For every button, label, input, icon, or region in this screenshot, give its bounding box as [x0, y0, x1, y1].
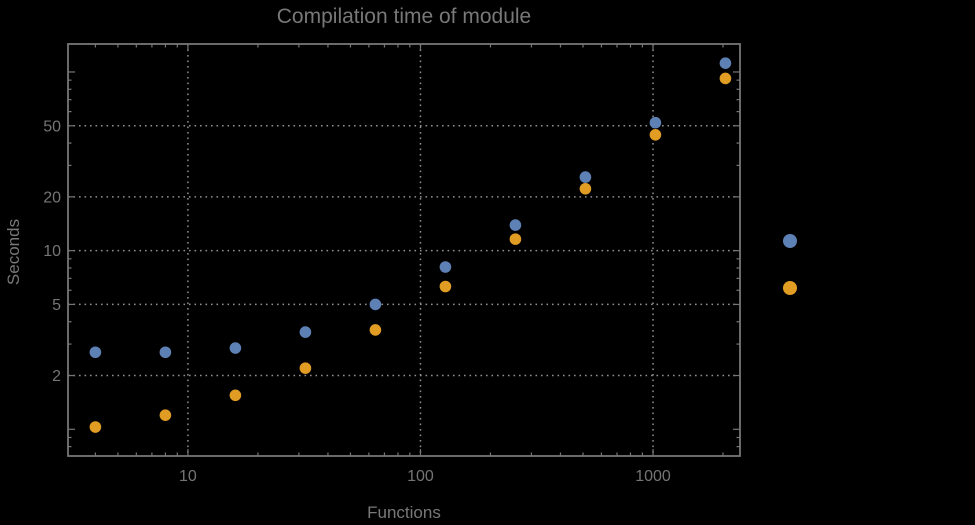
- legend-marker-legend-series-2: [783, 281, 797, 295]
- y-tick-label: 20: [43, 189, 61, 206]
- data-point-series-2-orange: [439, 280, 452, 293]
- data-point-series-1-blue: [579, 171, 592, 183]
- data-point-series-1-blue: [439, 261, 452, 273]
- x-tick-label: 10: [179, 468, 197, 485]
- data-point-series-2-orange: [649, 128, 662, 141]
- data-point-series-2-orange: [89, 421, 102, 433]
- data-point-series-1-blue: [509, 219, 522, 231]
- data-point-series-2-orange: [159, 409, 172, 421]
- data-point-series-2-orange: [369, 324, 382, 336]
- plot-frame: [67, 43, 741, 457]
- legend-marker-legend-series-1: [783, 234, 797, 248]
- data-point-series-2-orange: [299, 362, 312, 374]
- x-tick-label: 1000: [635, 468, 671, 485]
- chart-title: Compilation time of module: [276, 5, 532, 28]
- y-tick-label: 5: [52, 297, 61, 314]
- data-point-series-1-blue: [369, 298, 382, 311]
- y-tick-label: 50: [43, 118, 61, 135]
- data-point-series-1-blue: [89, 346, 102, 359]
- x-axis-title: Functions: [367, 503, 441, 522]
- data-point-series-1-blue: [719, 57, 732, 69]
- data-point-series-1-blue: [229, 342, 242, 354]
- data-point-series-2-orange: [509, 233, 522, 245]
- y-tick-label: 2: [52, 368, 61, 385]
- y-tick-label: 10: [43, 243, 61, 260]
- data-point-series-2-orange: [229, 389, 242, 402]
- x-tick-label: 100: [407, 468, 434, 485]
- data-point-series-1-blue: [649, 116, 662, 129]
- data-point-series-2-orange: [579, 182, 592, 195]
- data-point-series-1-blue: [159, 346, 172, 359]
- data-point-series-1-blue: [299, 326, 312, 338]
- data-point-series-2-orange: [719, 72, 732, 85]
